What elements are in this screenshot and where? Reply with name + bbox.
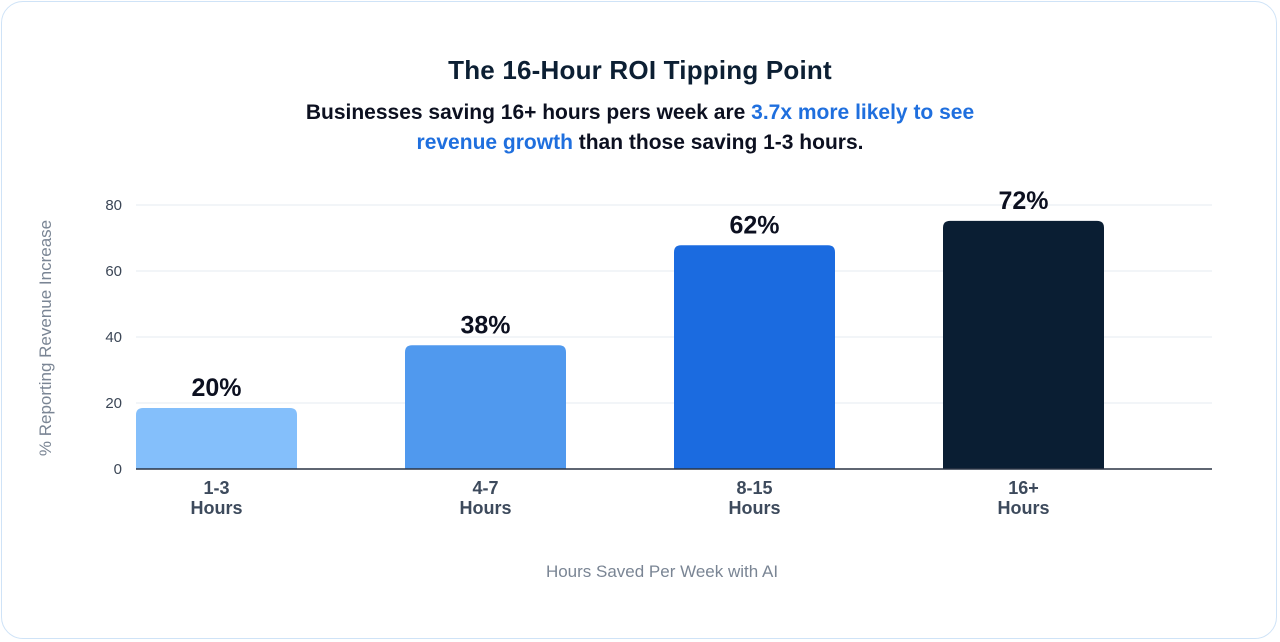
y-axis-label: % Reporting Revenue Increase (36, 220, 55, 456)
y-tick-labels: 0 20 40 60 80 (105, 197, 122, 478)
bar (943, 220, 1104, 469)
x-axis-label: Hours Saved Per Week with AI (546, 562, 778, 581)
x-tick-label: 4-7 (472, 478, 498, 498)
y-tick-label: 60 (105, 263, 122, 280)
data-label: 38% (460, 311, 510, 339)
x-tick-label: Hours (997, 498, 1049, 518)
bar (136, 407, 297, 469)
y-tick-label: 40 (105, 329, 122, 346)
y-tick-label: 80 (105, 197, 122, 214)
chart-subtitle: Businesses saving 16+ hours pers week ar… (290, 98, 990, 158)
data-label: 62% (729, 211, 779, 239)
data-label: 20% (191, 374, 241, 402)
data-labels: 20% 38% 62% 72% (191, 187, 1048, 402)
bar (674, 245, 835, 469)
subtitle-highlight: 3.7x more likely to see revenue growth (416, 101, 975, 154)
bar (405, 345, 566, 469)
subtitle-text-end: than those saving 1-3 hours. (572, 131, 864, 154)
y-tick-label: 0 (114, 461, 122, 478)
x-tick-label: Hours (728, 498, 780, 518)
subtitle-text-start: Businesses saving 16+ hours pers week ar… (305, 101, 752, 124)
chart-title: The 16-Hour ROI Tipping Point (448, 55, 832, 85)
x-tick-label: 8-15 (736, 478, 772, 498)
y-tick-label: 20 (105, 395, 122, 412)
x-tick-label: 1-3 (203, 478, 229, 498)
bars (136, 220, 1104, 469)
x-tick-label: Hours (190, 498, 242, 518)
data-label: 72% (998, 187, 1048, 215)
x-tick-label: Hours (459, 498, 511, 518)
x-tick-label: 16+ (1008, 478, 1039, 498)
